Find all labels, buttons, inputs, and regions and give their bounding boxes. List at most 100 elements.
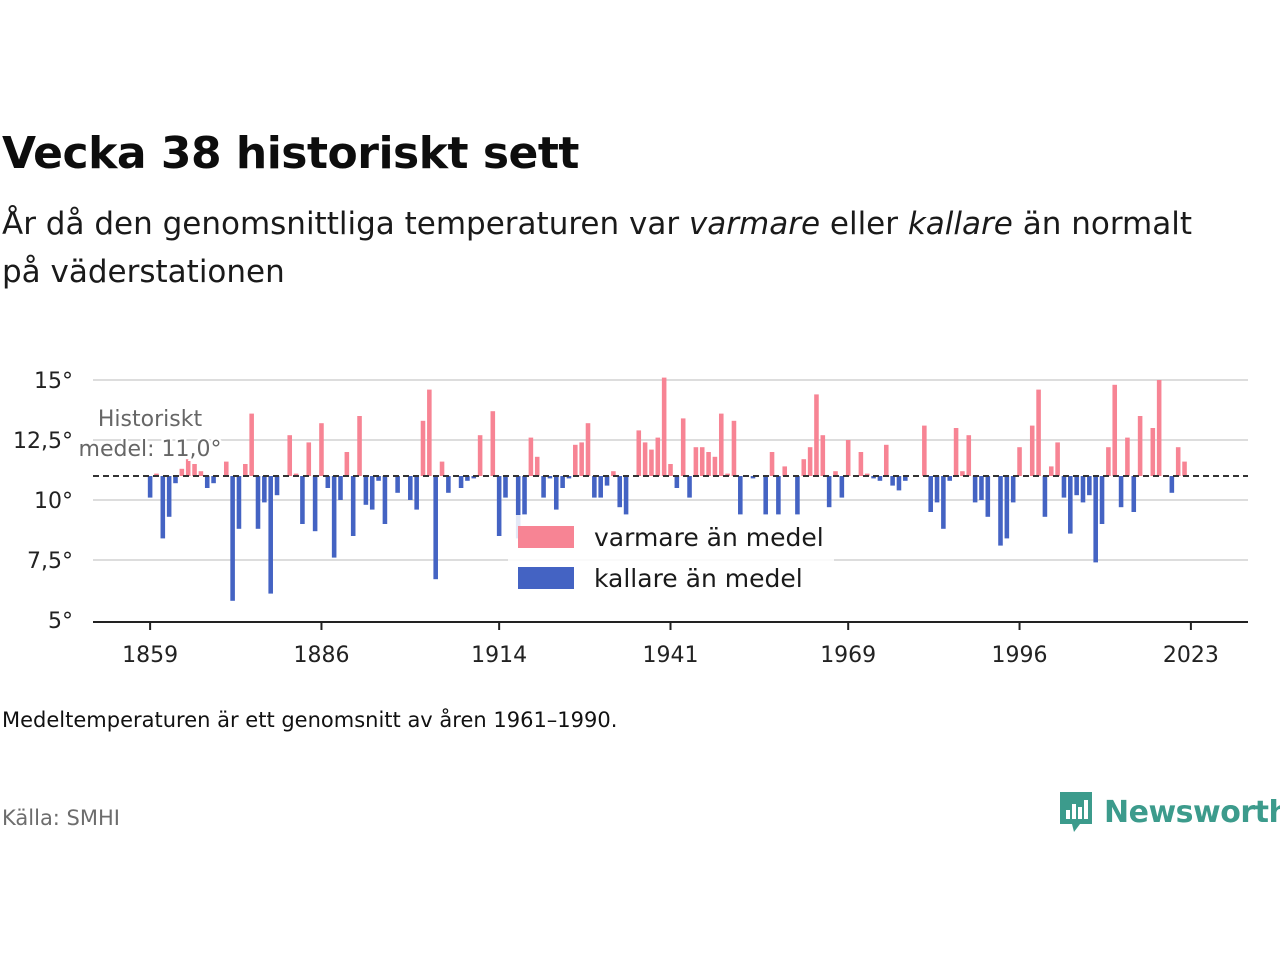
bar-warm [769, 452, 775, 476]
bar-warm [573, 444, 578, 476]
y-tick-label: 5° [48, 609, 73, 634]
legend-swatch-cold [518, 567, 574, 589]
bar-cold [236, 476, 242, 529]
bar-warm [712, 456, 718, 476]
bar-cold [877, 476, 883, 481]
bar-cold [795, 476, 800, 515]
x-tick-label: 1886 [293, 643, 349, 668]
bar-cold [458, 476, 464, 488]
bar-cold [750, 476, 756, 479]
newsworthy-logo-icon [1060, 792, 1092, 832]
subtitle-part2: eller [820, 206, 908, 242]
bar-warm [427, 389, 432, 476]
bar-cold [598, 476, 603, 498]
bar-warm [966, 435, 972, 476]
chart-subtitle: År då den genomsnittliga temperaturen va… [2, 200, 1232, 296]
y-tick-label: 7,5° [27, 549, 73, 574]
bar-cold [382, 476, 388, 524]
x-tick-label: 1859 [122, 643, 178, 668]
bar-cold [230, 476, 235, 601]
bar-cold [465, 476, 470, 481]
bar-cold [1042, 476, 1048, 517]
bar-cold [1093, 476, 1098, 563]
bar-warm [249, 413, 254, 476]
bar-cold [1169, 476, 1175, 493]
bar-cold [211, 476, 216, 484]
bar-cold [1118, 476, 1124, 508]
bar-warm [1156, 380, 1162, 476]
bar-warm [319, 423, 324, 476]
bar-cold [566, 476, 572, 479]
bar-cold [338, 476, 343, 500]
bar-cold [255, 476, 261, 529]
bar-warm [693, 447, 699, 476]
bar-warm [706, 452, 711, 476]
bar-cold [947, 476, 953, 481]
bar-warm [699, 447, 705, 476]
x-tick-label: 1941 [643, 643, 699, 668]
bar-cold [979, 476, 984, 500]
bar-warm [820, 435, 826, 476]
bar-cold [776, 476, 781, 515]
bar-warm [731, 420, 737, 476]
chart-title: Vecka 38 historiskt sett [2, 128, 579, 179]
bar-warm [611, 471, 616, 476]
bar-warm [192, 464, 197, 476]
bar-cold [369, 476, 375, 510]
bar-warm [718, 413, 724, 476]
bar-warm [814, 394, 819, 476]
bar-warm [198, 471, 204, 476]
bar-cold [160, 476, 166, 539]
y-tick-label: 15° [34, 369, 73, 394]
bar-warm [534, 456, 540, 476]
bar-cold [934, 476, 940, 503]
bar-cold [166, 476, 172, 517]
bar-cold [687, 476, 692, 498]
bar-cold [1099, 476, 1105, 524]
bar-cold [325, 476, 331, 488]
bar-cold [496, 476, 502, 536]
mean-annotation: medel: 11,0° [79, 437, 222, 462]
bar-warm [490, 411, 496, 476]
bar-cold [433, 476, 438, 580]
bar-warm [1055, 442, 1060, 476]
mean-annotation: Historiskt [98, 407, 203, 432]
bar-warm [357, 416, 362, 476]
bar-warm [782, 466, 788, 476]
bar-cold [604, 476, 610, 486]
bar-warm [922, 425, 927, 476]
x-tick-label: 2023 [1163, 643, 1219, 668]
bar-warm [864, 473, 870, 476]
bar-cold [1074, 476, 1079, 496]
bar-warm [243, 464, 248, 476]
bar-warm [1125, 437, 1130, 476]
subtitle-part1: År då den genomsnittliga temperaturen va… [2, 206, 689, 242]
brand-name: Newsworthy [1104, 794, 1280, 830]
bar-warm [439, 461, 445, 476]
bar-warm [1150, 428, 1156, 476]
method-note: Medeltemperaturen är ett genomsnitt av å… [2, 708, 618, 732]
x-tick-label: 1969 [820, 643, 876, 668]
brand-logo[interactable]: Newsworthy [1058, 790, 1280, 834]
legend-label-cold: kallare än medel [594, 564, 803, 593]
bar-warm [960, 471, 965, 476]
bar-cold [553, 476, 559, 510]
bar-warm [845, 440, 851, 476]
bar-cold [763, 476, 768, 515]
bar-cold [1068, 476, 1073, 534]
bar-cold [896, 476, 902, 491]
bar-cold [414, 476, 419, 510]
bar-warm [642, 442, 648, 476]
y-tick-label: 12,5° [13, 429, 73, 454]
bar-cold [147, 476, 153, 498]
bar-warm [649, 449, 654, 476]
bar-cold [617, 476, 623, 508]
bar-chart: 5° 7,5° 10° 12,5° 15° Historiskt medel: 11,0° 1… [13, 369, 1248, 668]
bar-cold [376, 476, 381, 481]
bar-warm [154, 473, 159, 476]
bar-cold [560, 476, 565, 488]
subtitle-warm-word: varmare [688, 206, 821, 242]
bar-cold [363, 476, 369, 505]
legend-swatch-warm [518, 526, 574, 548]
bar-warm [661, 377, 667, 476]
